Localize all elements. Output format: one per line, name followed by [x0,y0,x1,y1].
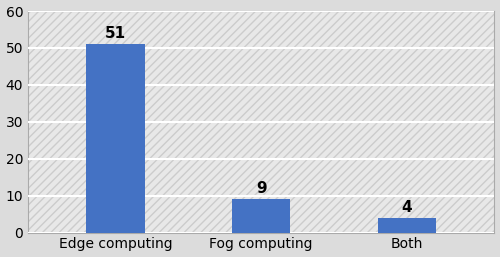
Bar [86,44,144,233]
Bar [28,11,494,233]
Text: 4: 4 [402,200,412,215]
Text: 9: 9 [256,181,266,196]
Bar [378,218,436,233]
Bar [232,199,290,233]
Text: 51: 51 [105,26,126,41]
